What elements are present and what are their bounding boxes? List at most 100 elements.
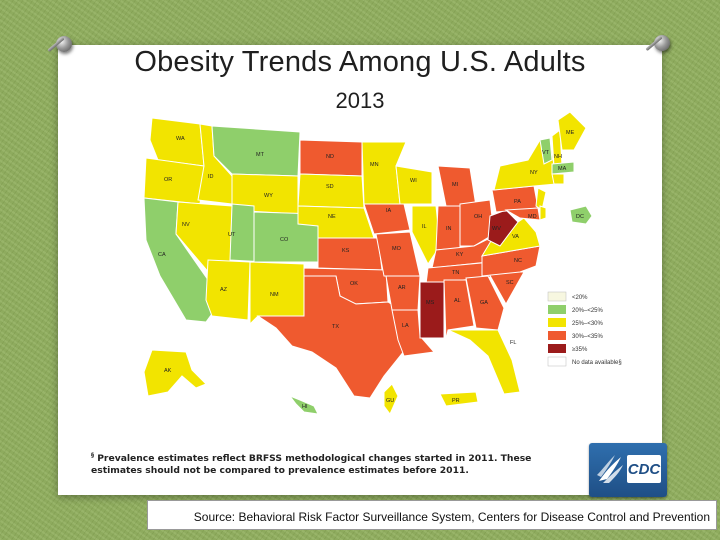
label-ca: CA [158, 252, 166, 258]
state-dc [569, 205, 593, 225]
label-nh: NH [554, 154, 562, 160]
state-la [391, 309, 435, 357]
label-ky: KY [456, 252, 464, 258]
label-wy: WY [264, 193, 273, 199]
label-sc: SC [506, 280, 514, 286]
map-legend: <20% 20%–<25% 25%–<30% 30%–<35% ≥35% No … [547, 291, 622, 367]
label-mo: MO [392, 246, 402, 252]
state-ia [363, 203, 411, 235]
cdc-logo: CDC [589, 443, 667, 497]
state-az [205, 259, 251, 321]
legend-swatch-20-25 [548, 305, 566, 314]
state-sd [297, 173, 365, 209]
label-ms: MS [426, 300, 435, 306]
footnote-marker: § [91, 452, 94, 459]
label-ut: UT [228, 232, 236, 238]
label-mi: MI [452, 182, 459, 188]
label-pr: PR [452, 398, 460, 404]
label-oh: OH [474, 214, 482, 220]
state-oh [459, 199, 495, 247]
label-pa: PA [514, 199, 521, 205]
label-ga: GA [480, 300, 488, 306]
label-dc: DC [576, 214, 584, 220]
label-la: LA [402, 323, 409, 329]
label-mt: MT [256, 152, 265, 158]
state-wi [395, 165, 433, 205]
legend-swatch-30-35 [548, 331, 566, 340]
legend-swatch-gte35 [548, 344, 566, 353]
label-co: CO [280, 237, 289, 243]
cdc-badge: CDC [627, 455, 661, 483]
label-ar: AR [398, 285, 406, 291]
label-nd: ND [326, 154, 334, 160]
legend-label-lt20: <20% [572, 295, 588, 301]
label-wi: WI [410, 178, 417, 184]
legend-label-gte35: ≥35% [572, 347, 588, 353]
pushpin-left-icon [56, 36, 72, 52]
label-ks: KS [342, 248, 350, 254]
state-fl [447, 329, 521, 395]
label-tx: TX [332, 324, 339, 330]
legend-label-20-25: 20%–<25% [572, 308, 604, 314]
label-nv: NV [182, 222, 190, 228]
label-ny: NY [530, 170, 538, 176]
state-or [143, 157, 205, 205]
label-nm: NM [270, 292, 279, 298]
label-va: VA [512, 234, 519, 240]
label-fl: FL [510, 340, 516, 346]
state-hi [288, 394, 319, 415]
label-ak: AK [164, 368, 172, 374]
label-sd: SD [326, 184, 334, 190]
state-al [443, 279, 475, 341]
state-ks [317, 237, 383, 271]
legend-label-30-35: 30%–<35% [572, 334, 604, 340]
label-ok: OK [350, 281, 358, 287]
legend-swatch-lt20 [547, 291, 567, 302]
legend-label-nodata: No data available§ [572, 360, 622, 366]
label-id: ID [208, 174, 214, 180]
state-mo [375, 231, 421, 277]
legend-label-25-30: 25%–<30% [572, 321, 604, 327]
label-ne: NE [328, 214, 336, 220]
label-tn: TN [452, 270, 459, 276]
label-wa: WA [176, 136, 185, 142]
legend-swatch-25-30 [548, 318, 566, 327]
state-wa [149, 117, 205, 167]
label-md: MD [528, 214, 537, 220]
footnote-text: Prevalence estimates reflect BRFSS metho… [91, 453, 532, 476]
label-ia: IA [386, 208, 392, 214]
state-me [557, 111, 587, 151]
state-ct [551, 173, 565, 185]
legend-swatch-nodata [547, 356, 567, 367]
state-ak [143, 349, 207, 397]
label-me: ME [566, 130, 575, 136]
footnote: § Prevalence estimates reflect BRFSS met… [91, 450, 571, 476]
state-ma [551, 161, 575, 175]
label-nc: NC [514, 258, 522, 264]
label-wv: WV [492, 226, 501, 232]
state-pr [439, 391, 479, 407]
state-ga [465, 275, 505, 331]
label-il: IL [422, 224, 427, 230]
source-caption: Source: Behavioral Risk Factor Surveilla… [147, 500, 717, 530]
label-mn: MN [370, 162, 379, 168]
label-in: IN [446, 226, 452, 232]
state-ar [385, 275, 421, 311]
state-il [411, 205, 441, 265]
state-ms [419, 281, 445, 339]
label-gu: GU [386, 398, 394, 404]
label-vt: VT [542, 150, 550, 156]
state-vt [539, 137, 553, 165]
label-or: OR [164, 177, 172, 183]
pushpin-right-icon [654, 35, 670, 51]
slide-title: Obesity Trends Among U.S. Adults [134, 46, 586, 78]
label-az: AZ [220, 287, 228, 293]
cdc-logo-text: CDC [627, 460, 661, 478]
label-hi: HI [302, 404, 308, 410]
state-de [539, 205, 547, 221]
state-gu [383, 383, 399, 415]
label-al: AL [454, 298, 461, 304]
map-year: 2013 [335, 88, 385, 113]
hhs-eagle-icon [597, 455, 623, 483]
